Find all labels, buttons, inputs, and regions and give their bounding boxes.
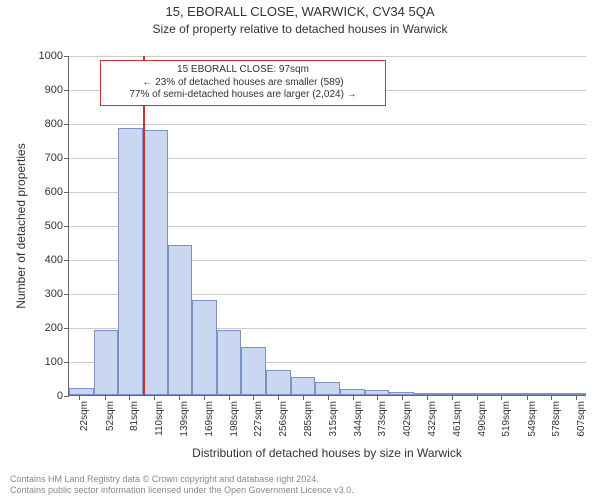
histogram-bar	[562, 393, 587, 395]
histogram-bar	[537, 393, 562, 395]
x-tick-mark	[303, 395, 304, 400]
histogram-bar	[414, 393, 439, 395]
x-tick-label: 227sqm	[253, 401, 264, 437]
histogram-bar	[266, 370, 291, 396]
x-tick-label: 22sqm	[79, 401, 90, 431]
x-tick-mark	[501, 395, 502, 400]
property-marker-line	[143, 56, 145, 395]
y-tick-label: 700	[45, 152, 69, 164]
footer-line-1: Contains HM Land Registry data © Crown c…	[10, 474, 354, 485]
x-tick-label: 432sqm	[427, 401, 438, 437]
y-tick-label: 100	[45, 356, 69, 368]
chart-subtitle: Size of property relative to detached ho…	[0, 22, 600, 36]
callout-box: 15 EBORALL CLOSE: 97sqm← 23% of detached…	[100, 60, 386, 106]
histogram-bar	[291, 377, 316, 395]
histogram-bar	[315, 382, 340, 395]
x-tick-label: 256sqm	[278, 401, 289, 437]
histogram-bar	[118, 128, 143, 395]
y-tick-label: 1000	[39, 50, 69, 62]
histogram-bar	[488, 393, 513, 395]
x-tick-mark	[105, 395, 106, 400]
x-tick-mark	[353, 395, 354, 400]
histogram-bar	[192, 300, 217, 395]
x-tick-mark	[527, 395, 528, 400]
x-tick-label: 169sqm	[204, 401, 215, 437]
x-tick-mark	[427, 395, 428, 400]
x-tick-label: 490sqm	[477, 401, 488, 437]
callout-line: ← 23% of detached houses are smaller (58…	[104, 77, 382, 90]
y-tick-label: 500	[45, 220, 69, 232]
histogram-bar	[69, 388, 94, 395]
chart-title: 15, EBORALL CLOSE, WARWICK, CV34 5QA	[0, 4, 600, 19]
x-tick-label: 344sqm	[353, 401, 364, 437]
y-axis-label: Number of detached properties	[14, 56, 28, 396]
x-tick-mark	[477, 395, 478, 400]
grid-line	[69, 56, 586, 57]
x-tick-label: 139sqm	[179, 401, 190, 437]
x-tick-mark	[129, 395, 130, 400]
x-tick-label: 549sqm	[527, 401, 538, 437]
x-tick-label: 52sqm	[105, 401, 116, 431]
x-tick-mark	[402, 395, 403, 400]
x-tick-label: 461sqm	[452, 401, 463, 437]
x-tick-mark	[154, 395, 155, 400]
x-tick-mark	[253, 395, 254, 400]
y-tick-label: 400	[45, 254, 69, 266]
x-tick-label: 402sqm	[402, 401, 413, 437]
x-tick-mark	[204, 395, 205, 400]
x-tick-mark	[328, 395, 329, 400]
grid-line	[69, 124, 586, 125]
histogram-bar	[241, 347, 266, 395]
y-tick-label: 0	[57, 390, 69, 402]
x-tick-label: 110sqm	[154, 401, 165, 436]
y-tick-label: 200	[45, 322, 69, 334]
x-tick-label: 315sqm	[328, 401, 339, 437]
x-tick-mark	[377, 395, 378, 400]
footer-attribution: Contains HM Land Registry data © Crown c…	[10, 474, 354, 496]
x-tick-mark	[278, 395, 279, 400]
histogram-bar	[512, 393, 537, 395]
x-tick-label: 373sqm	[377, 401, 388, 437]
x-tick-label: 519sqm	[501, 401, 512, 437]
footer-line-2: Contains public sector information licen…	[10, 485, 354, 496]
x-tick-mark	[452, 395, 453, 400]
histogram-bar	[463, 393, 488, 395]
y-tick-label: 300	[45, 288, 69, 300]
x-tick-mark	[576, 395, 577, 400]
x-tick-mark	[229, 395, 230, 400]
callout-line: 77% of semi-detached houses are larger (…	[104, 89, 382, 102]
y-tick-label: 600	[45, 186, 69, 198]
y-tick-label: 900	[45, 84, 69, 96]
histogram-bar	[217, 330, 242, 395]
y-tick-label: 800	[45, 118, 69, 130]
plot-area: 0100200300400500600700800900100022sqm52s…	[68, 56, 586, 396]
x-tick-mark	[79, 395, 80, 400]
histogram-bar	[94, 330, 119, 395]
x-tick-mark	[551, 395, 552, 400]
histogram-bar	[143, 130, 168, 395]
histogram-bar	[438, 393, 463, 395]
x-tick-label: 285sqm	[303, 401, 314, 437]
x-tick-label: 607sqm	[576, 401, 587, 437]
x-tick-label: 198sqm	[229, 401, 240, 437]
x-axis-label: Distribution of detached houses by size …	[68, 446, 586, 460]
x-tick-mark	[179, 395, 180, 400]
histogram-bar	[168, 245, 193, 395]
x-tick-label: 578sqm	[551, 401, 562, 437]
callout-line: 15 EBORALL CLOSE: 97sqm	[104, 64, 382, 77]
x-tick-label: 81sqm	[129, 401, 140, 431]
